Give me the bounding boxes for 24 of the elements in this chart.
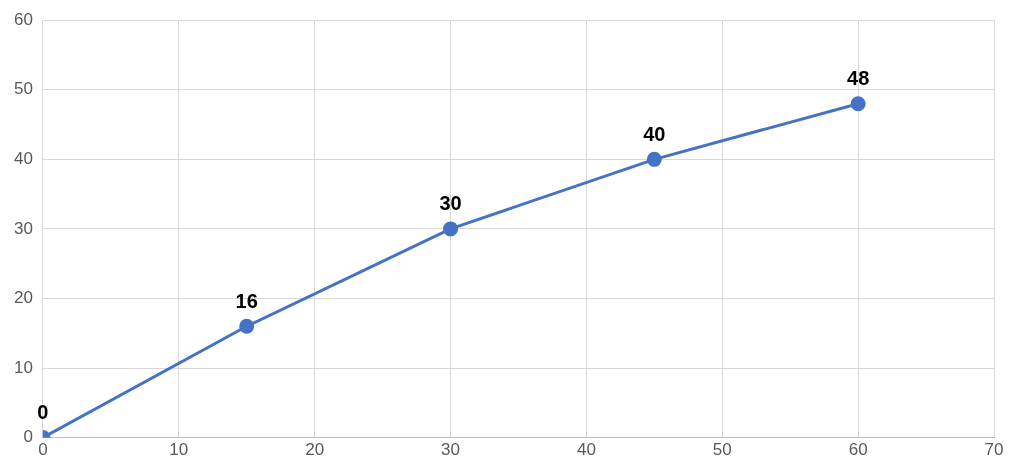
y-tick-label: 0 (23, 427, 33, 447)
data-label: 48 (847, 67, 870, 90)
y-tick-label: 20 (13, 288, 33, 308)
point (646, 151, 662, 167)
y-tick-label: 50 (13, 79, 33, 99)
point (850, 96, 866, 112)
x-tick-label: 20 (305, 440, 325, 460)
y-tick-label: 10 (13, 357, 33, 377)
data-label: 30 (439, 192, 462, 215)
y-tick-label: 30 (13, 218, 33, 238)
x-tick-label: 40 (576, 440, 596, 460)
data-label: 16 (235, 289, 258, 312)
y-tick-label: 40 (13, 149, 33, 169)
y-tick-label: 60 (13, 9, 33, 29)
point (239, 318, 255, 334)
x-tick-label: 50 (712, 440, 732, 460)
data-label: 0 (37, 401, 49, 424)
x-tick-label: 60 (848, 440, 868, 460)
x-tick-label: 30 (441, 440, 460, 460)
x-tick-label: 70 (984, 440, 1004, 460)
point (443, 221, 459, 237)
x-tick-label: 0 (38, 440, 48, 460)
data-label: 40 (643, 122, 666, 145)
x-tick-label: 10 (169, 440, 189, 460)
